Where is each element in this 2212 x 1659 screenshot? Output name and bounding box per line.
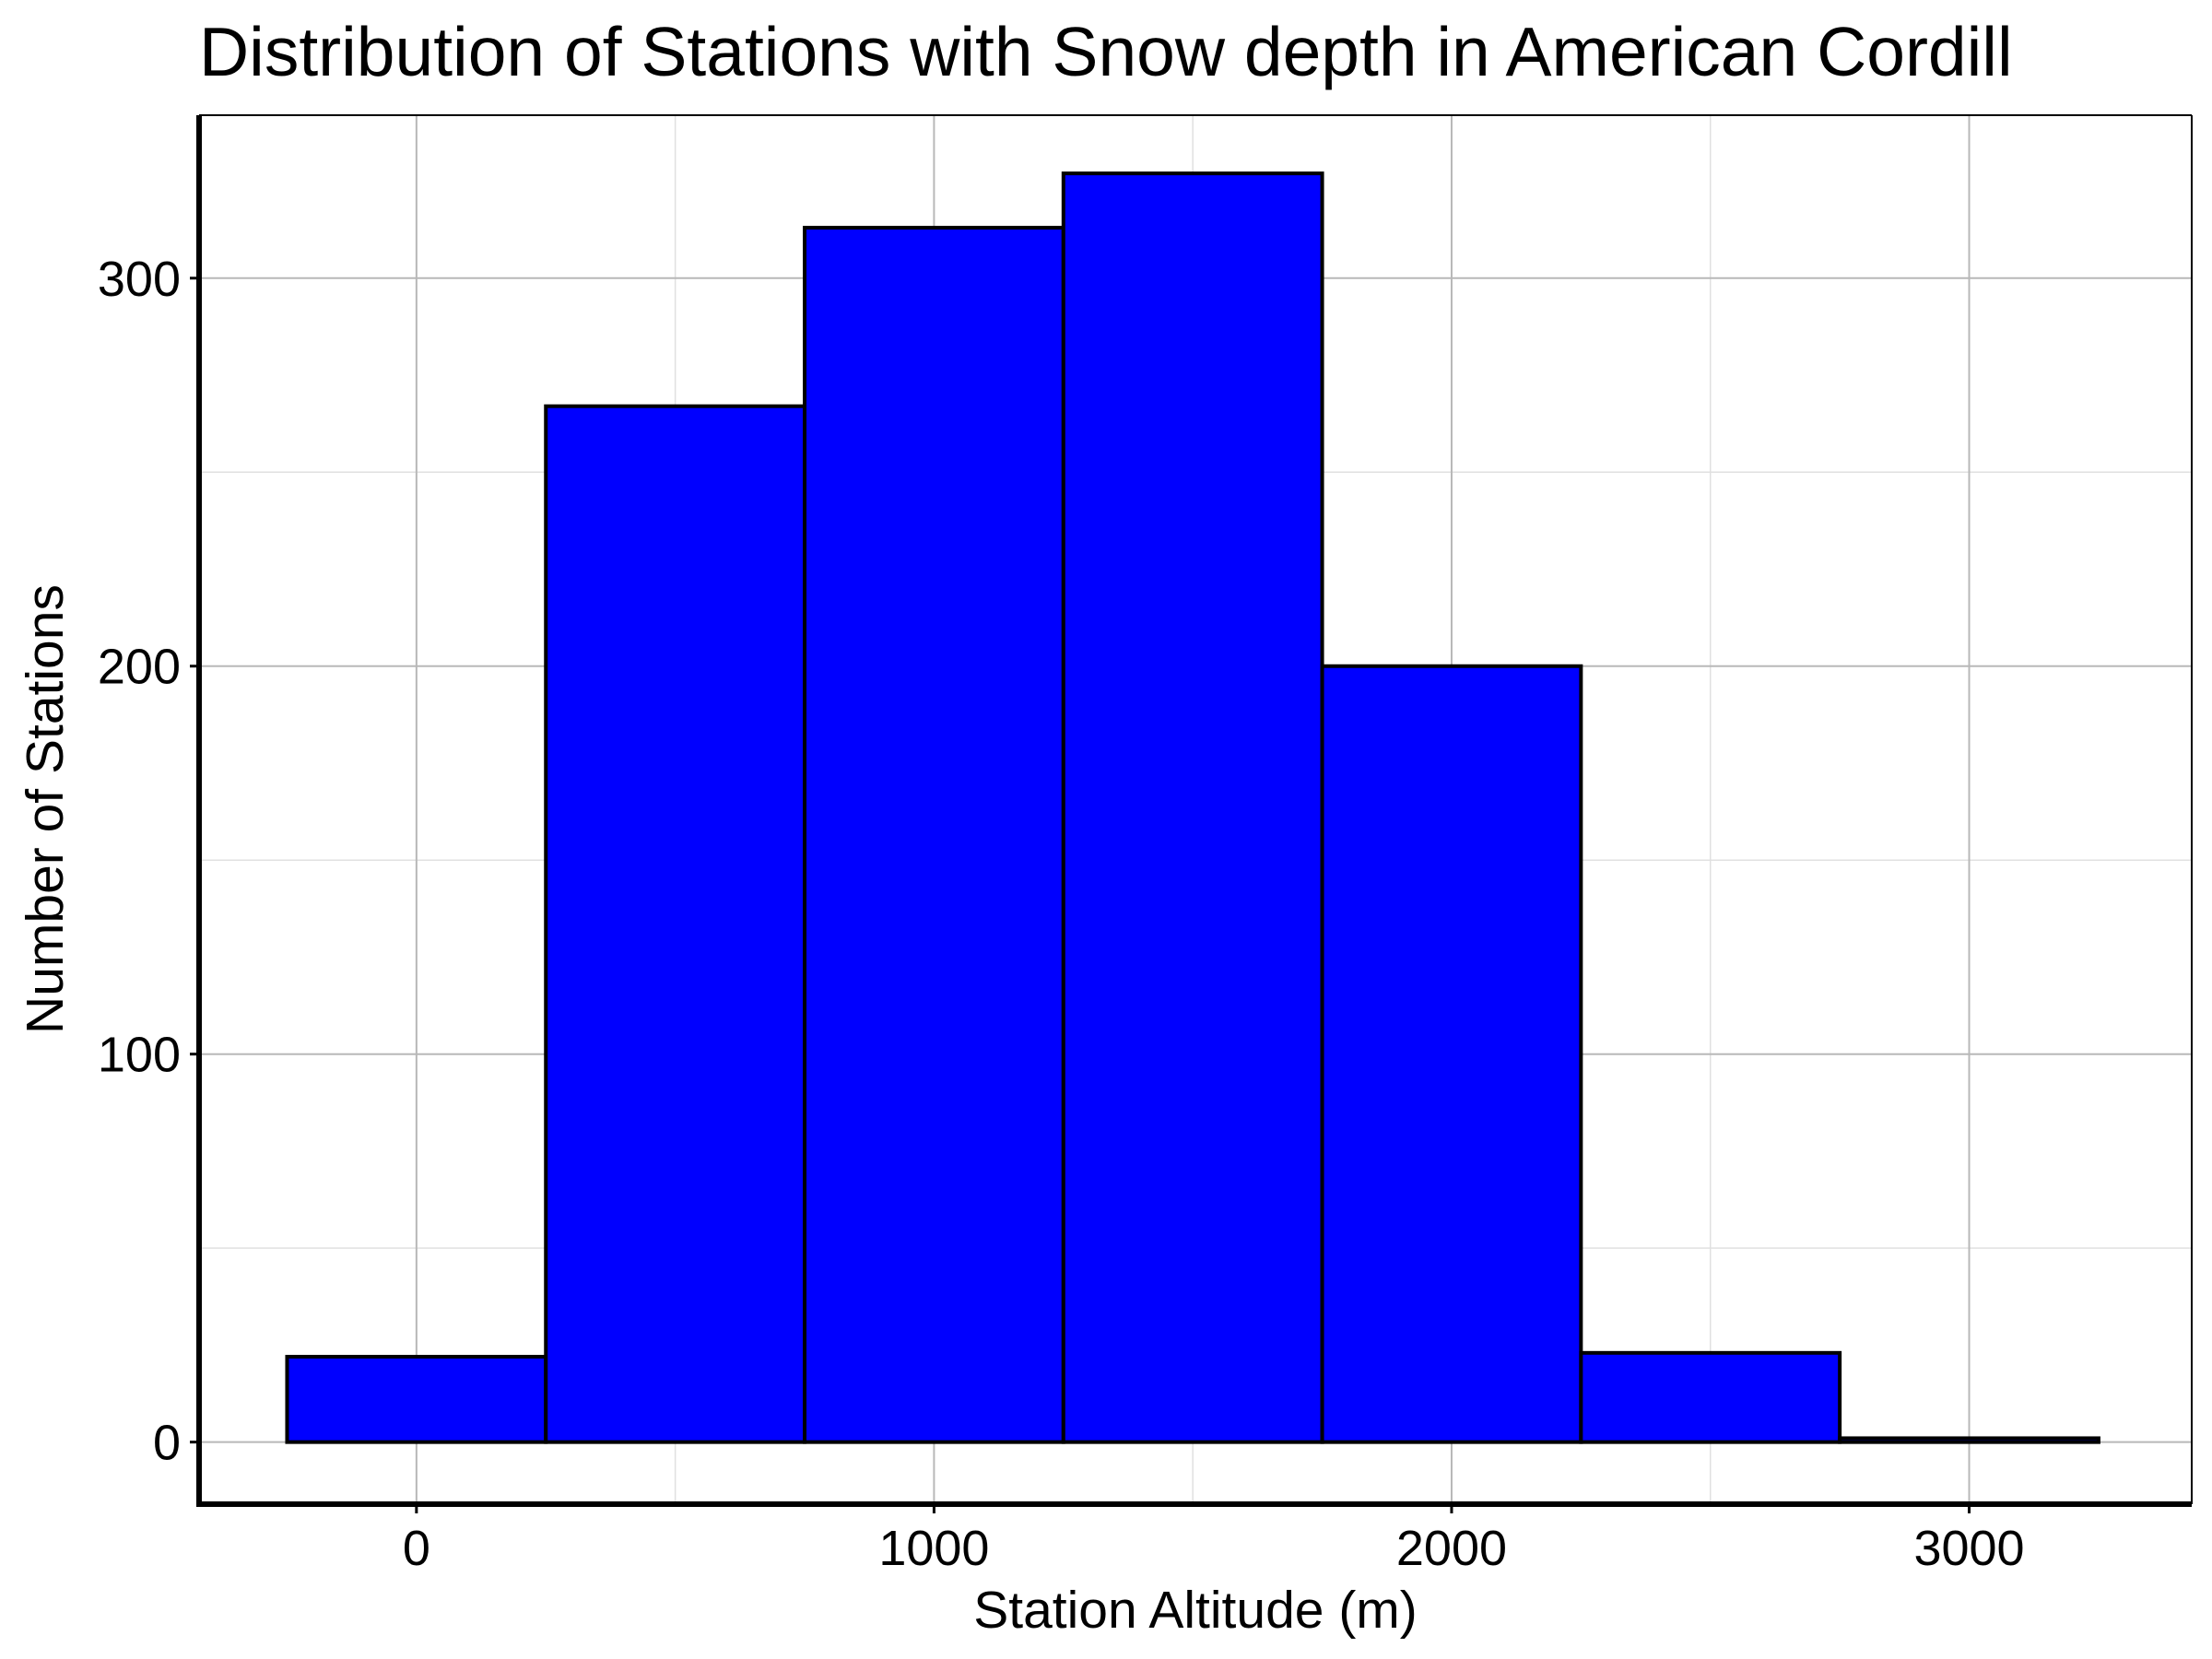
histogram-bars: [285, 171, 2100, 1444]
histogram-bar-6: [1579, 1350, 1842, 1444]
y-tick-label: 0: [153, 1416, 181, 1471]
x-axis-title: Station Altitude (m): [973, 1581, 1418, 1640]
plot-frame: [196, 114, 2193, 1507]
histogram-bar-1: [285, 1355, 548, 1444]
histogram-bar-3: [803, 226, 1065, 1444]
x-axis-ticks: 0 1000 2000 3000: [403, 1504, 2025, 1576]
chart-title: Distribution of Stations with Snow depth…: [199, 13, 2013, 90]
x-tick-label: 2000: [1396, 1521, 1507, 1576]
histogram-bar-2: [544, 404, 807, 1444]
y-tick-label: 100: [98, 1028, 181, 1083]
y-tick-label: 300: [98, 252, 181, 307]
y-tick-label: 200: [98, 640, 181, 695]
y-axis-title: Number of Stations: [16, 584, 75, 1034]
histogram-bar-4: [1061, 171, 1324, 1444]
y-axis-ticks: 0 100 200 300: [98, 252, 199, 1471]
histogram-bar-5: [1320, 664, 1583, 1444]
x-tick-label: 3000: [1913, 1521, 2024, 1576]
histogram-bar-7: [1838, 1436, 2100, 1444]
x-tick-label: 1000: [878, 1521, 989, 1576]
x-tick-label: 0: [403, 1521, 430, 1576]
